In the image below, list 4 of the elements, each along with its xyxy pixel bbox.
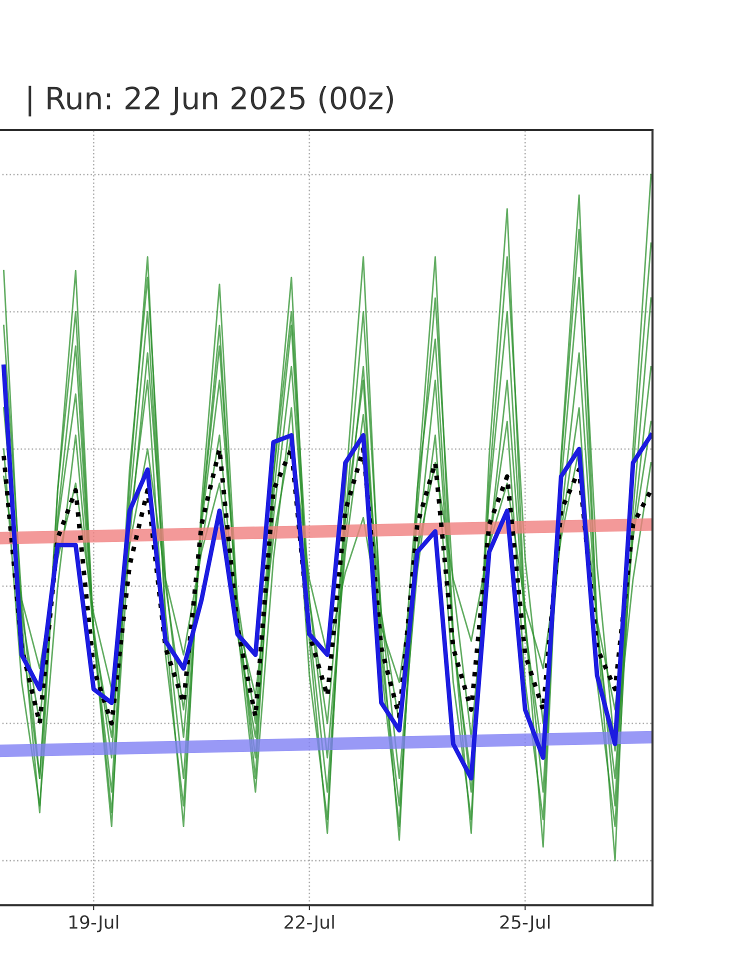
x-tick-label: 25-Jul [500,914,550,932]
chart-title: | Run: 22 Jun 2025 (00z) [28,86,394,116]
x-tick-label: 19-Jul [69,914,118,932]
x-tick-label: 22-Jul [284,914,334,932]
